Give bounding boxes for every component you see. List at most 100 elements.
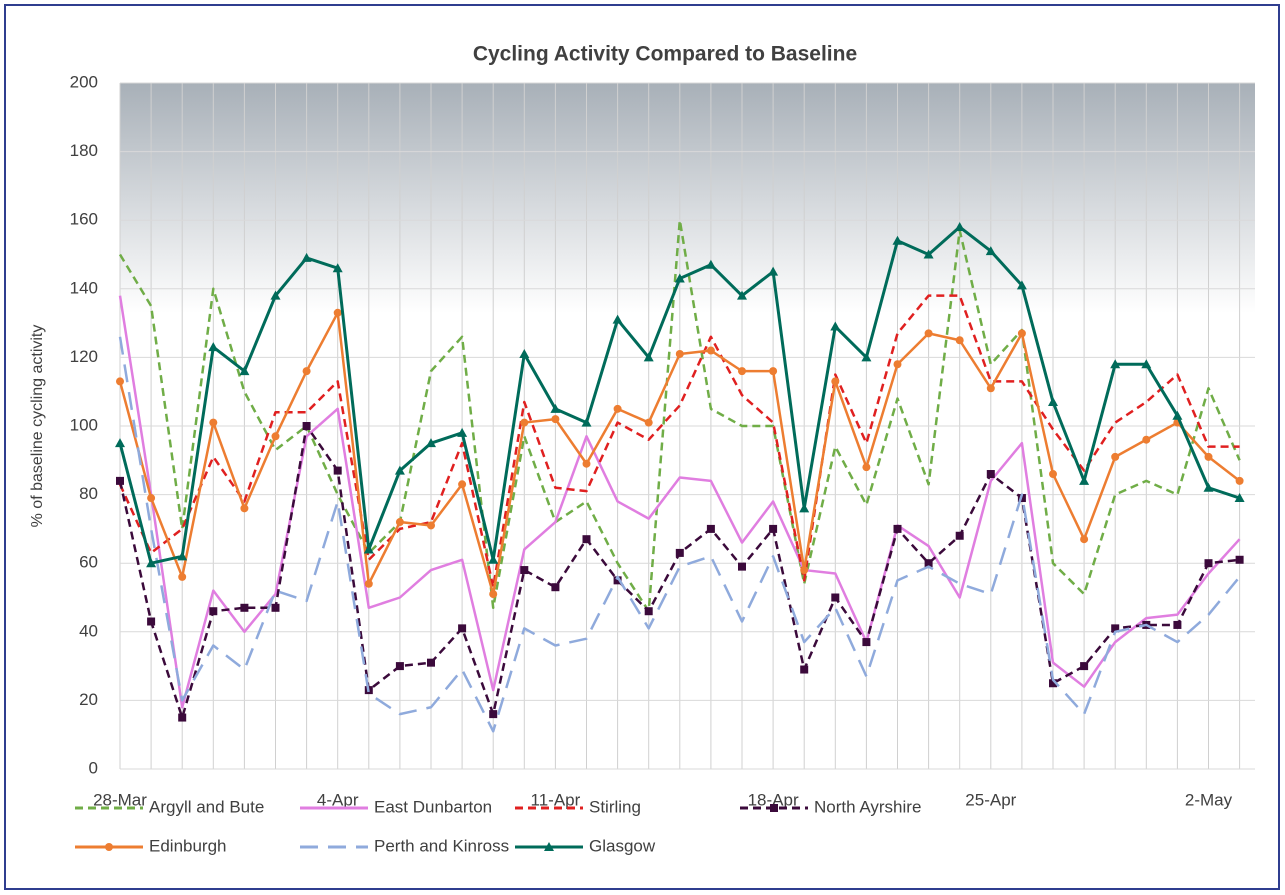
marker: [582, 459, 591, 468]
marker: [769, 367, 778, 376]
marker: [737, 290, 747, 300]
marker: [333, 466, 342, 475]
marker: [1204, 559, 1213, 568]
y-axis-label: % of baseline cycling activity: [29, 325, 46, 528]
marker: [488, 554, 499, 564]
marker: [986, 470, 995, 479]
legend-marker: [105, 843, 113, 851]
legend-label: Glasgow: [589, 836, 656, 855]
marker: [332, 263, 343, 273]
marker: [551, 415, 560, 424]
marker: [831, 377, 840, 386]
marker: [800, 665, 809, 674]
series: [118, 295, 1241, 709]
marker: [239, 366, 250, 376]
marker: [426, 438, 436, 448]
marker: [955, 336, 964, 345]
marker: [1235, 555, 1244, 564]
y-tick-label: 100: [70, 415, 98, 434]
marker: [147, 617, 156, 626]
marker: [115, 438, 125, 448]
marker: [644, 418, 653, 427]
marker: [800, 566, 809, 575]
series-line: [118, 295, 1241, 709]
marker: [769, 524, 778, 533]
marker: [799, 503, 810, 513]
y-tick-label: 120: [70, 347, 98, 366]
marker: [271, 603, 280, 612]
marker: [613, 404, 622, 413]
y-tick-label: 80: [79, 484, 98, 503]
x-tick-label: 25-Apr: [965, 790, 1016, 809]
series: [118, 294, 1240, 589]
marker: [1141, 359, 1152, 369]
marker: [208, 342, 219, 352]
legend: Argyll and Bute East Dunbarton Stirling Nor…: [75, 797, 921, 855]
marker: [458, 480, 467, 489]
marker: [675, 349, 684, 358]
marker: [612, 314, 623, 324]
marker: [395, 662, 404, 671]
marker: [924, 329, 933, 338]
marker: [240, 603, 249, 612]
legend-marker: [544, 842, 554, 851]
marker: [427, 521, 435, 530]
marker: [489, 710, 498, 719]
marker: [178, 713, 187, 722]
legend-item: East Dunbarton: [300, 797, 492, 816]
legend-marker: [770, 804, 778, 812]
legend-item: Edinburgh: [75, 836, 227, 855]
legend-label: Perth and Kinross: [374, 836, 509, 855]
marker: [1173, 620, 1182, 629]
y-tick-label: 20: [79, 690, 98, 709]
marker: [1049, 679, 1057, 688]
marker: [738, 562, 746, 571]
marker: [519, 348, 530, 358]
series: [118, 218, 1241, 613]
marker: [333, 308, 342, 317]
marker: [116, 476, 124, 485]
marker: [1110, 359, 1121, 369]
series-line: [118, 336, 1241, 733]
series: [115, 222, 1245, 568]
marker: [147, 494, 156, 503]
y-tick-label: 140: [70, 278, 98, 297]
x-tick-label: 18-Apr: [748, 790, 799, 809]
marker: [240, 504, 249, 513]
marker: [551, 583, 560, 592]
series-line: [118, 218, 1241, 613]
y-tick-label: 40: [79, 621, 98, 640]
marker: [302, 367, 311, 376]
marker: [582, 535, 591, 544]
y-tick-label: 0: [89, 758, 98, 777]
marker: [209, 418, 218, 427]
marker: [1111, 452, 1120, 461]
marker: [1048, 396, 1058, 406]
marker: [1142, 435, 1151, 444]
legend-label: Argyll and Bute: [149, 797, 264, 816]
marker: [674, 273, 685, 283]
marker: [1204, 452, 1213, 461]
marker: [116, 377, 124, 386]
marker: [394, 465, 405, 475]
marker: [831, 593, 840, 602]
marker: [768, 266, 779, 276]
marker: [892, 235, 903, 245]
y-tick-label: 160: [70, 210, 98, 229]
series-line: [118, 294, 1240, 589]
marker: [1017, 329, 1026, 338]
marker: [1016, 280, 1027, 290]
marker: [270, 290, 281, 300]
marker: [986, 384, 995, 393]
legend-label: North Ayrshire: [814, 797, 921, 816]
series: [118, 336, 1241, 733]
marker: [706, 346, 715, 355]
marker: [862, 463, 871, 472]
marker: [705, 259, 716, 269]
series: [116, 308, 1244, 599]
marker: [675, 548, 684, 557]
chart-title: Cycling Activity Compared to Baseline: [473, 43, 857, 66]
legend-label: East Dunbarton: [374, 797, 492, 816]
marker: [581, 417, 592, 427]
